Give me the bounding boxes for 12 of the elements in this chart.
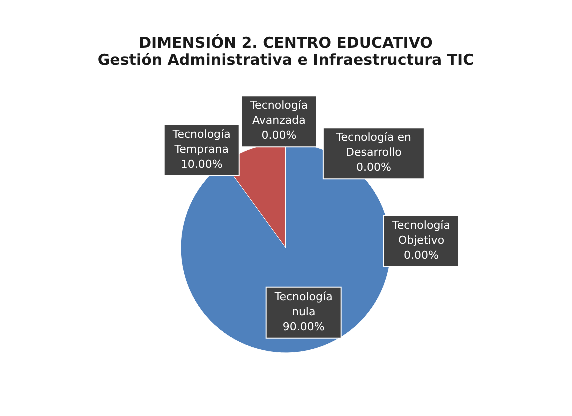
slice-label: Tecnología nula bbox=[274, 290, 333, 318]
text: 0.00% bbox=[404, 249, 439, 262]
slice-label: Tecnología Temprana bbox=[172, 128, 231, 156]
category-label: Tecnología Avanzada bbox=[250, 99, 308, 128]
text: DIMENSIÓN 2. CENTRO EDUCATIVO bbox=[139, 34, 433, 52]
category-label: Tecnología en Desarrollo bbox=[336, 131, 412, 160]
text: 0.00% bbox=[356, 161, 392, 174]
category-label: Tecnología Objetivo bbox=[392, 219, 450, 248]
data-label: 90.00% bbox=[282, 320, 325, 334]
data-label: 10.00% bbox=[180, 158, 223, 172]
text: Gestión Administrativa e Infraestructura TIC bbox=[98, 51, 474, 69]
text: 0.00% bbox=[262, 129, 297, 142]
